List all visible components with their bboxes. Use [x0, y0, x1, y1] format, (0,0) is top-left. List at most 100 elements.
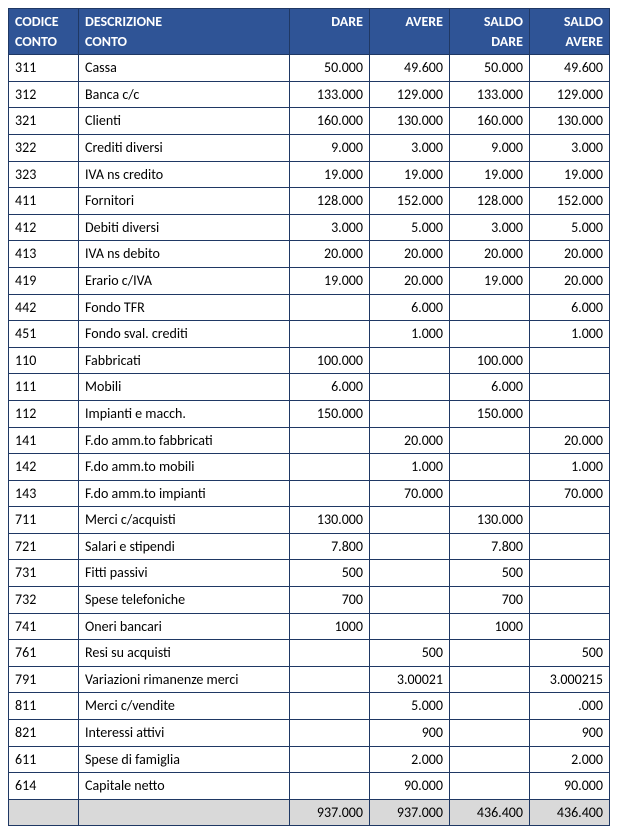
cell-descrizione: Banca c/c: [79, 81, 290, 108]
cell-dare: [290, 773, 370, 800]
cell-descrizione: Spese di famiglia: [79, 746, 290, 773]
cell-saldo-avere: 152.000: [530, 188, 610, 215]
cell-saldo-avere: [530, 533, 610, 560]
footer-total-saldo-dare: 436.400: [450, 799, 530, 826]
cell-saldo-avere: .000: [530, 693, 610, 720]
cell-dare: 7.800: [290, 533, 370, 560]
cell-saldo-avere: [530, 587, 610, 614]
cell-saldo-dare: [450, 427, 530, 454]
cell-dare: [290, 746, 370, 773]
cell-dare: [290, 640, 370, 667]
cell-saldo-avere: 130.000: [530, 108, 610, 135]
cell-descrizione: Impianti e macch.: [79, 400, 290, 427]
cell-saldo-avere: [530, 347, 610, 374]
table-row: 112Impianti e macch.150.000150.000: [9, 400, 610, 427]
cell-dare: [290, 480, 370, 507]
cell-dare: [290, 454, 370, 481]
totals-row: 937.000 937.000 436.400 436.400: [9, 799, 610, 826]
cell-avere: [370, 613, 450, 640]
cell-codice: 312: [9, 81, 79, 108]
cell-avere: 3.00021: [370, 666, 450, 693]
cell-descrizione: Resi su acquisti: [79, 640, 290, 667]
col-header-label: SALDO: [564, 13, 603, 30]
cell-codice: 732: [9, 587, 79, 614]
cell-dare: 3.000: [290, 214, 370, 241]
cell-avere: 3.000: [370, 134, 450, 161]
cell-saldo-avere: 500: [530, 640, 610, 667]
table-body: 311Cassa50.00049.60050.00049.600312Banca…: [9, 55, 610, 800]
cell-saldo-dare: 9.000: [450, 134, 530, 161]
cell-avere: 5.000: [370, 693, 450, 720]
cell-codice: 761: [9, 640, 79, 667]
table-row: 110Fabbricati100.000100.000: [9, 347, 610, 374]
cell-codice: 731: [9, 560, 79, 587]
cell-codice: 451: [9, 321, 79, 348]
cell-codice: 721: [9, 533, 79, 560]
cell-descrizione: Merci c/vendite: [79, 693, 290, 720]
cell-saldo-dare: 6.000: [450, 374, 530, 401]
col-header-label: DESCRIZIONE: [85, 13, 162, 30]
cell-dare: 500: [290, 560, 370, 587]
col-header-descrizione: DESCRIZIONE CONTO: [79, 9, 290, 55]
cell-avere: 20.000: [370, 241, 450, 268]
cell-avere: [370, 533, 450, 560]
cell-saldo-dare: 133.000: [450, 81, 530, 108]
cell-dare: 1000: [290, 613, 370, 640]
cell-codice: 811: [9, 693, 79, 720]
cell-descrizione: Fondo TFR: [79, 294, 290, 321]
cell-descrizione: Fondo sval. crediti: [79, 321, 290, 348]
cell-avere: 70.000: [370, 480, 450, 507]
table-row: 312Banca c/c133.000129.000133.000129.000: [9, 81, 610, 108]
cell-avere: 90.000: [370, 773, 450, 800]
cell-saldo-dare: [450, 746, 530, 773]
table-row: 311Cassa50.00049.60050.00049.600: [9, 55, 610, 82]
cell-dare: [290, 720, 370, 747]
col-header-label: SALDO: [484, 13, 523, 30]
col-header-saldo-avere: SALDO AVERE: [530, 9, 610, 55]
cell-codice: 112: [9, 400, 79, 427]
table-row: 721Salari e stipendi7.8007.800: [9, 533, 610, 560]
cell-saldo-dare: 500: [450, 560, 530, 587]
cell-saldo-dare: [450, 454, 530, 481]
cell-avere: 20.000: [370, 427, 450, 454]
cell-saldo-avere: [530, 374, 610, 401]
cell-avere: [370, 400, 450, 427]
table-footer: 937.000 937.000 436.400 436.400: [9, 799, 610, 826]
footer-total-dare: 937.000: [290, 799, 370, 826]
table-row: 614Capitale netto90.00090.000: [9, 773, 610, 800]
cell-dare: 150.000: [290, 400, 370, 427]
cell-saldo-dare: 100.000: [450, 347, 530, 374]
cell-descrizione: Fornitori: [79, 188, 290, 215]
cell-saldo-dare: 19.000: [450, 267, 530, 294]
cell-codice: 411: [9, 188, 79, 215]
cell-codice: 413: [9, 241, 79, 268]
table-header: CODICE CONTO DESCRIZIONE CONTO DARE AVER…: [9, 9, 610, 55]
cell-saldo-avere: 2.000: [530, 746, 610, 773]
cell-dare: 9.000: [290, 134, 370, 161]
cell-saldo-avere: [530, 507, 610, 534]
table-row: 821Interessi attivi900900: [9, 720, 610, 747]
table-row: 322Crediti diversi9.0003.0009.0003.000: [9, 134, 610, 161]
cell-descrizione: Mobili: [79, 374, 290, 401]
cell-avere: [370, 347, 450, 374]
cell-saldo-dare: 1000: [450, 613, 530, 640]
cell-saldo-dare: 3.000: [450, 214, 530, 241]
col-header-label: DARE: [491, 33, 523, 50]
cell-saldo-avere: 1.000: [530, 454, 610, 481]
cell-saldo-avere: 90.000: [530, 773, 610, 800]
col-header-saldo-dare: SALDO DARE: [450, 9, 530, 55]
cell-saldo-avere: 3.000: [530, 134, 610, 161]
table-row: 321Clienti160.000130.000160.000130.000: [9, 108, 610, 135]
cell-avere: 500: [370, 640, 450, 667]
cell-saldo-dare: 130.000: [450, 507, 530, 534]
footer-total-avere: 937.000: [370, 799, 450, 826]
cell-codice: 111: [9, 374, 79, 401]
cell-saldo-avere: 20.000: [530, 427, 610, 454]
cell-descrizione: Interessi attivi: [79, 720, 290, 747]
cell-avere: [370, 374, 450, 401]
cell-saldo-dare: [450, 294, 530, 321]
cell-saldo-avere: [530, 560, 610, 587]
table-row: 142F.do amm.to mobili1.0001.000: [9, 454, 610, 481]
cell-avere: 1.000: [370, 321, 450, 348]
cell-avere: 130.000: [370, 108, 450, 135]
